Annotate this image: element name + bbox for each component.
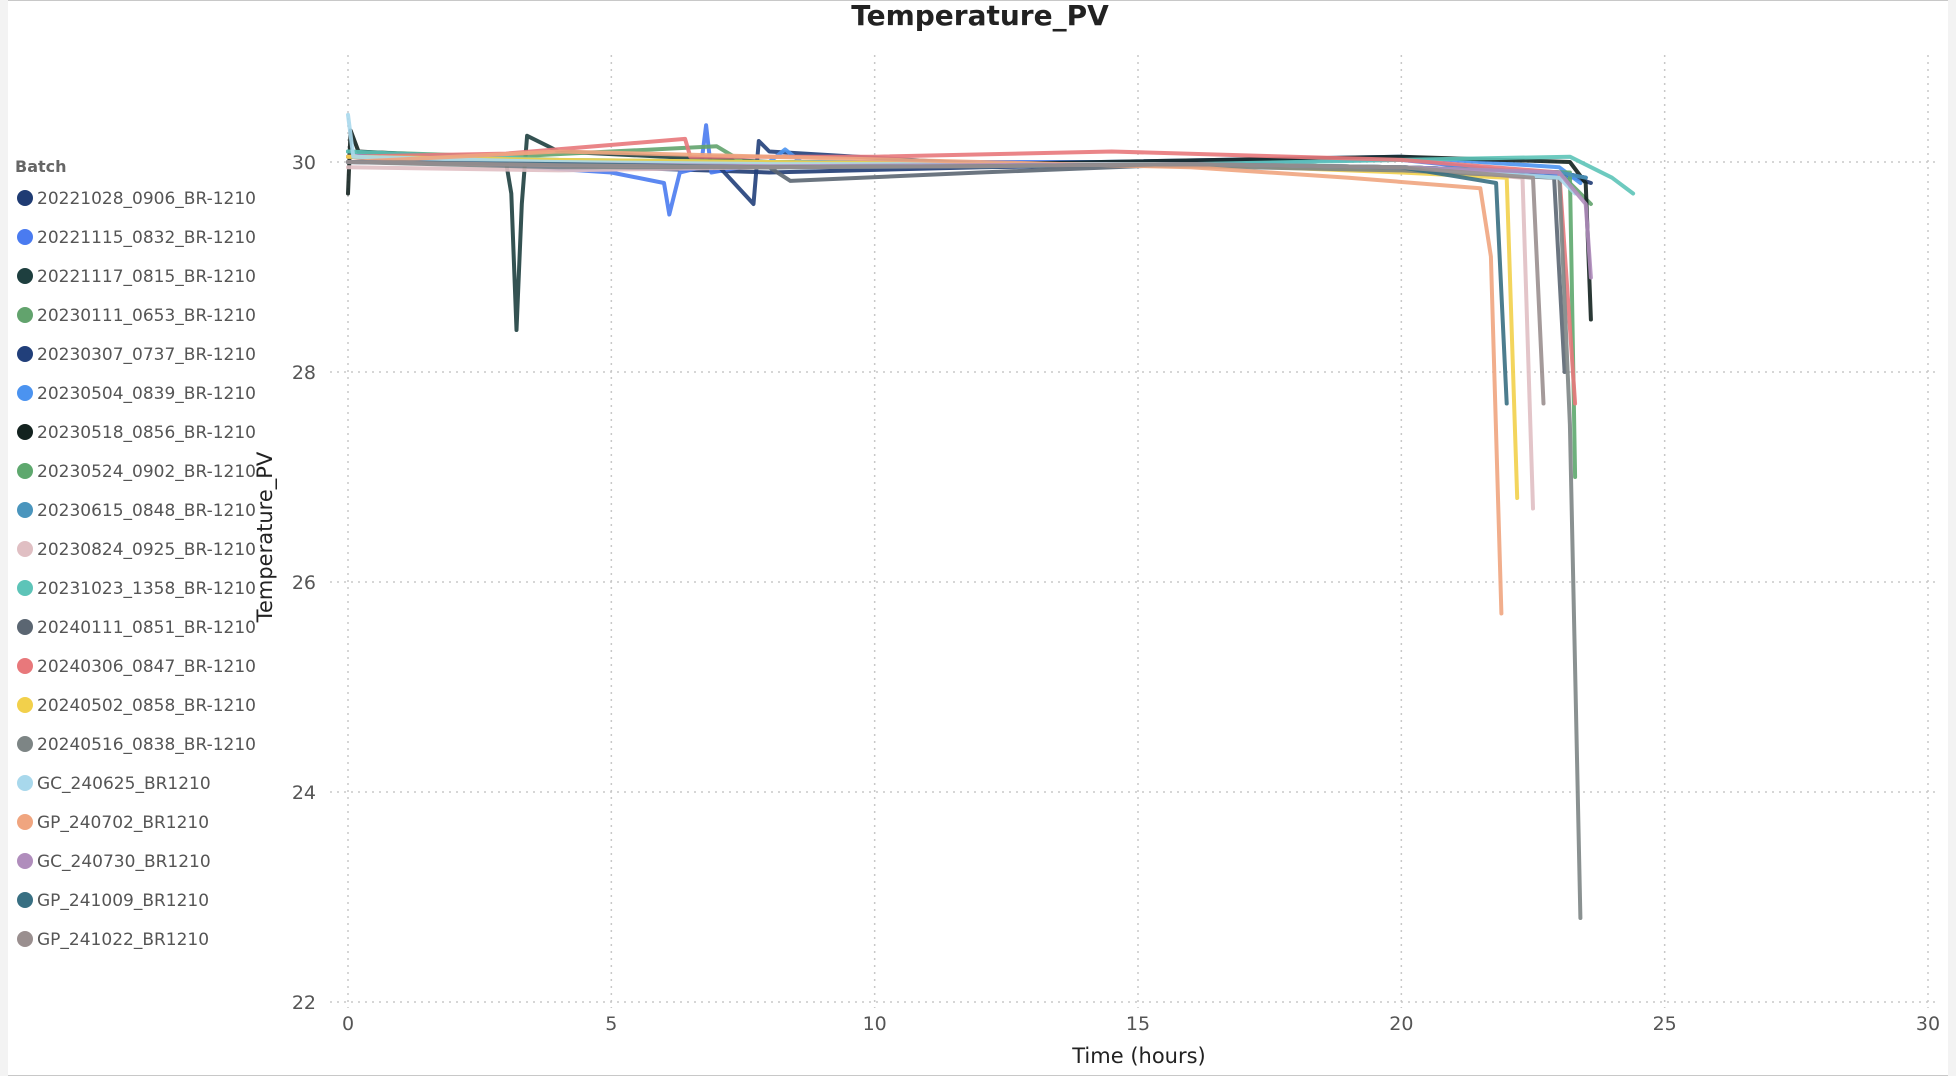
legend-item[interactable]: 20230824_0925_BR-1210	[17, 540, 256, 560]
legend-label: 20230824_0925_BR-1210	[37, 540, 256, 560]
chart-title: Temperature_PV	[851, 0, 1109, 32]
legend-marker	[17, 463, 33, 479]
legend-label: GC_240625_BR1210	[37, 774, 211, 794]
legend-item[interactable]: GP_241022_BR1210	[17, 930, 209, 950]
legend-marker	[17, 385, 33, 401]
y-tick-label: 26	[292, 572, 316, 594]
y-axis: 22 24 26 28 30	[292, 152, 316, 1014]
x-tick-label: 10	[863, 1013, 887, 1035]
legend-marker	[17, 424, 33, 440]
x-tick-label: 30	[1916, 1013, 1940, 1035]
legend-item[interactable]: 20230307_0737_BR-1210	[17, 345, 256, 365]
grid-lines	[330, 55, 1935, 1008]
x-tick-label: 15	[1126, 1013, 1150, 1035]
y-tick-label: 30	[292, 152, 316, 174]
legend-item[interactable]: GP_241009_BR1210	[17, 891, 209, 911]
legend-marker	[17, 658, 33, 674]
legend-item[interactable]: 20230615_0848_BR-1210	[17, 501, 256, 521]
legend-item[interactable]: 20230524_0902_BR-1210	[17, 462, 256, 482]
legend-item[interactable]: 20230518_0856_BR-1210	[17, 423, 256, 443]
legend-label: 20230307_0737_BR-1210	[37, 345, 256, 365]
legend-marker	[17, 541, 33, 557]
legend-marker	[17, 736, 33, 752]
y-tick-label: 22	[292, 992, 316, 1014]
legend-item[interactable]: 20240306_0847_BR-1210	[17, 657, 256, 677]
legend-marker	[17, 346, 33, 362]
legend-marker	[17, 307, 33, 323]
legend-label: 20230524_0902_BR-1210	[37, 462, 256, 482]
legend-marker	[17, 580, 33, 596]
legend-item[interactable]: 20221028_0906_BR-1210	[17, 189, 256, 209]
resize-edge-right[interactable]	[1948, 0, 1956, 1076]
legend-label: 20230615_0848_BR-1210	[37, 501, 256, 521]
legend-label: 20240516_0838_BR-1210	[37, 735, 256, 755]
legend-item[interactable]: 20221117_0815_BR-1210	[17, 267, 256, 287]
y-tick-label: 28	[292, 362, 316, 384]
x-axis-label: Time (hours)	[1071, 1044, 1206, 1068]
legend-marker	[17, 502, 33, 518]
legend-marker	[17, 931, 33, 947]
legend-item[interactable]: 20240111_0851_BR-1210	[17, 618, 256, 638]
legend-label: 20230504_0839_BR-1210	[37, 384, 256, 404]
series-line-13[interactable]	[346, 136, 1578, 406]
plot-area	[346, 112, 1636, 920]
legend-label: 20240111_0851_BR-1210	[37, 618, 256, 638]
legend-label: 20240306_0847_BR-1210	[37, 657, 256, 677]
legend-label: 20231023_1358_BR-1210	[37, 579, 256, 599]
legend-label: 20230111_0653_BR-1210	[37, 306, 256, 326]
legend-marker	[17, 697, 33, 713]
legend-item[interactable]: GP_240702_BR1210	[17, 813, 209, 833]
legend-label: 20240502_0858_BR-1210	[37, 696, 256, 716]
legend-title: Batch	[15, 157, 67, 176]
legend-label: GP_240702_BR1210	[37, 813, 209, 833]
legend-label: 20230518_0856_BR-1210	[37, 423, 256, 443]
legend-marker	[17, 853, 33, 869]
x-tick-label: 5	[605, 1013, 617, 1035]
x-tick-label: 20	[1389, 1013, 1413, 1035]
legend-item[interactable]: GC_240625_BR1210	[17, 774, 211, 794]
x-tick-label: 25	[1653, 1013, 1677, 1035]
legend-label: 20221117_0815_BR-1210	[37, 267, 256, 287]
legend-label: GP_241009_BR1210	[37, 891, 209, 911]
y-tick-label: 24	[292, 782, 316, 804]
legend: Batch 20221028_0906_BR-1210 20221115_0832…	[15, 157, 256, 950]
legend-item[interactable]: GC_240730_BR1210	[17, 852, 211, 872]
legend-item[interactable]: 20230504_0839_BR-1210	[17, 384, 256, 404]
legend-item[interactable]: 20230111_0653_BR-1210	[17, 306, 256, 326]
legend-label: GC_240730_BR1210	[37, 852, 211, 872]
legend-marker	[17, 229, 33, 245]
legend-label: GP_241022_BR1210	[37, 930, 209, 950]
legend-marker	[17, 268, 33, 284]
legend-marker	[17, 190, 33, 206]
legend-item[interactable]: 20240502_0858_BR-1210	[17, 696, 256, 716]
legend-marker	[17, 892, 33, 908]
resize-edge-left[interactable]	[0, 0, 8, 1076]
series-line-17[interactable]	[346, 149, 1504, 616]
legend-item[interactable]: 20221115_0832_BR-1210	[17, 228, 256, 248]
legend-marker	[17, 814, 33, 830]
x-tick-label: 0	[342, 1013, 354, 1035]
series-line-20[interactable]	[346, 160, 1546, 406]
x-axis: 0 5 10 15 20 25 30	[342, 1013, 1940, 1035]
y-axis-label: Temperature_PV	[253, 451, 278, 623]
legend-label: 20221115_0832_BR-1210	[37, 228, 256, 248]
legend-marker	[17, 775, 33, 791]
legend-marker	[17, 619, 33, 635]
legend-item[interactable]: 20240516_0838_BR-1210	[17, 735, 256, 755]
legend-label: 20221028_0906_BR-1210	[37, 189, 256, 209]
legend-item[interactable]: 20231023_1358_BR-1210	[17, 579, 256, 599]
